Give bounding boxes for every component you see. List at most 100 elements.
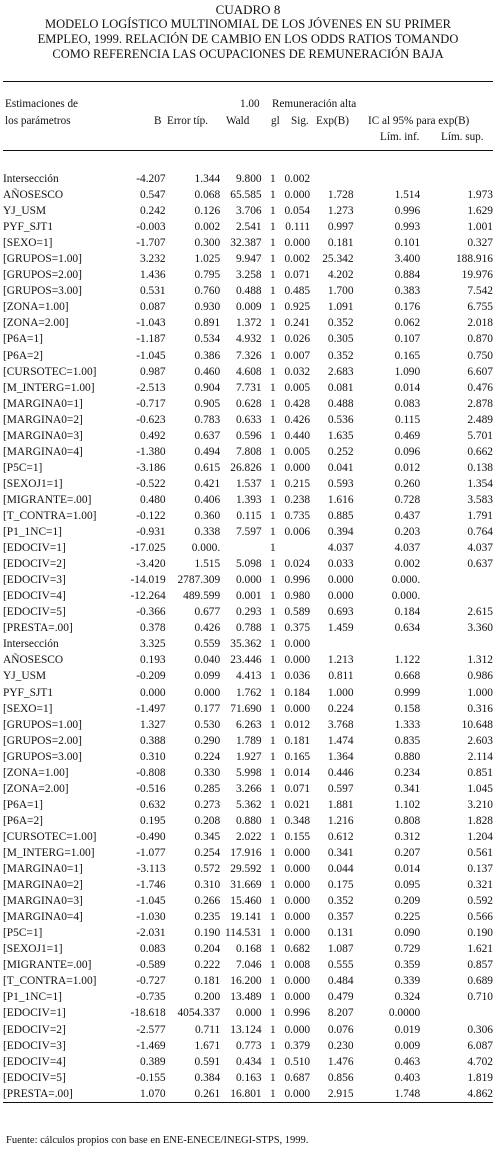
std-error-cell: 0.591 — [194, 1055, 221, 1068]
std-error-cell: 0.126 — [194, 205, 221, 218]
exp-b-cell: 1.635 — [327, 429, 354, 442]
wald-cell: 1.927 — [235, 750, 262, 763]
wald-cell: 2.541 — [235, 221, 262, 234]
param-name-cell: Intersección — [3, 638, 59, 651]
gl-cell: 1 — [270, 943, 276, 956]
gl-cell: 1 — [270, 413, 276, 426]
table-row: [T_CONTRA=1.00] -0.122 0.360 0.115 1 0.735 0.8… — [3, 508, 493, 524]
sig-cell: 0.002 — [284, 173, 311, 186]
wald-cell: 0.788 — [235, 622, 262, 635]
std-error-cell: 0.930 — [194, 301, 221, 314]
wald-cell: 7.326 — [235, 349, 262, 362]
lim-sup-cell: 3.583 — [467, 493, 493, 506]
std-error-cell: 1.025 — [194, 253, 221, 266]
b-value-cell: 1.327 — [140, 718, 166, 731]
header-remuneracion: Remuneración alta — [272, 98, 357, 110]
lim-inf-cell: 1.090 — [394, 365, 421, 378]
gl-cell: 1 — [270, 477, 276, 490]
wald-cell: 0.115 — [236, 510, 262, 522]
lim-sup-cell: 5.701 — [467, 429, 493, 442]
table-row: [P6A=2] 0.195 0.208 0.880 1 0.348 1.216 0.808 1.… — [3, 813, 493, 829]
sig-cell: 0.000 — [284, 638, 311, 651]
b-value-cell: -17.025 — [130, 542, 166, 555]
wald-cell: 1.789 — [235, 734, 262, 747]
lim-inf-cell: 0.101 — [394, 237, 421, 250]
lim-inf-cell: 0.014 — [394, 381, 421, 394]
std-error-cell: 0.300 — [194, 237, 221, 250]
std-error-cell: 0.904 — [194, 381, 221, 394]
exp-b-cell: 0.076 — [327, 1023, 354, 1036]
sig-cell: 0.007 — [284, 349, 311, 362]
sig-cell: 0.000 — [284, 846, 311, 859]
exp-b-cell: 0.593 — [327, 477, 354, 490]
b-value-cell: -0.623 — [136, 413, 166, 426]
wald-cell: 65.585 — [230, 189, 262, 202]
param-name-cell: [GRUPOS=1.00] — [3, 718, 82, 731]
std-error-cell: 0.068 — [194, 189, 221, 202]
lim-sup-cell: 6.755 — [467, 301, 493, 314]
lim-sup-cell: 4.862 — [467, 1087, 493, 1100]
gl-cell: 1 — [270, 1087, 276, 1100]
param-name-cell: [CURSOTEC=1.00] — [3, 830, 97, 843]
sig-cell: 0.000 — [284, 1023, 311, 1036]
b-value-cell: -3.113 — [136, 863, 166, 876]
param-name-cell: YJ_USM — [3, 205, 47, 218]
lim-sup-cell: 0.316 — [467, 702, 493, 715]
exp-b-cell: 0.536 — [327, 413, 354, 426]
table-row: [PRESTA=.00] 0.378 0.426 0.788 1 0.375 1.459 0.… — [3, 620, 493, 636]
lim-sup-cell: 0.561 — [467, 846, 493, 859]
table-row: [GRUPOS=1.00] 1.327 0.530 6.263 1 0.012 3.768 1… — [3, 717, 493, 733]
lim-inf-cell: 0.359 — [394, 959, 421, 972]
exp-b-cell: 1.091 — [327, 301, 354, 314]
table-row: [P1_1NC=1] -0.735 0.200 13.489 1 0.000 0.479 0.… — [3, 989, 493, 1005]
title-line-4: COMO REFERENCIA LAS OCUPACIONES DE REMUN… — [52, 47, 444, 61]
table-row: [MARGINA0=2] -0.623 0.783 0.633 1 0.426 0.536 0… — [3, 412, 493, 428]
table-row: [MARGINA0=1] -3.113 0.572 29.592 1 0.000 0.044… — [3, 861, 493, 877]
std-error-cell: 0.208 — [194, 814, 221, 827]
lim-sup-cell: 0.870 — [467, 333, 493, 346]
lim-inf-cell: 0.469 — [394, 429, 421, 442]
lim-inf-cell: 0.165 — [394, 349, 421, 362]
table-row: Intersección -4.207 1.344 9.800 1 0.002 — [3, 171, 493, 187]
gl-cell: 1 — [270, 670, 276, 683]
b-value-cell: 0.388 — [140, 734, 166, 747]
gl-cell: 1 — [270, 574, 276, 587]
gl-cell: 1 — [270, 750, 276, 763]
std-error-cell: 0.530 — [194, 718, 221, 731]
b-value-cell: -3.420 — [136, 558, 166, 571]
sig-cell: 0.012 — [284, 718, 311, 731]
b-value-cell: -1.030 — [136, 911, 166, 924]
b-value-cell: -0.727 — [136, 975, 166, 988]
exp-b-cell: 0.131 — [327, 927, 354, 940]
b-value-cell: -1.043 — [136, 317, 166, 330]
param-name-cell: [P6A=1] — [3, 333, 43, 346]
std-error-cell: 0.338 — [194, 526, 221, 539]
sig-cell: 0.021 — [284, 798, 311, 811]
sig-cell: 0.165 — [284, 750, 311, 763]
std-error-cell: 1.515 — [194, 558, 221, 571]
param-name-cell: [P1_1NC=1] — [3, 526, 62, 539]
lim-sup-cell: 0.327 — [467, 237, 493, 250]
gl-cell: 1 — [270, 269, 276, 282]
table-row: [EDOCIV=1] -18.618 4054.337 0.000 1 0.996 8.20… — [3, 1005, 493, 1021]
wald-cell: 3.266 — [235, 782, 262, 795]
lim-inf-cell: 0.095 — [394, 879, 421, 892]
param-name-cell: [ZONA=2.00] — [3, 782, 69, 795]
gl-cell: 1 — [270, 189, 276, 202]
wald-cell: 0.293 — [235, 606, 262, 619]
param-name-cell: [PRESTA=.00] — [3, 1087, 73, 1100]
sig-cell: 0.428 — [284, 397, 311, 410]
param-name-cell: [MIGRANTE=.00] — [3, 959, 92, 972]
std-error-cell: 1.344 — [194, 173, 221, 186]
param-name-cell: [EDOCIV=3] — [3, 574, 66, 587]
param-name-cell: [SEXOJ1=1] — [3, 943, 63, 956]
wald-cell: 2.022 — [235, 830, 262, 843]
b-value-cell: -4.207 — [136, 173, 166, 186]
b-value-cell: -0.516 — [136, 782, 166, 795]
lim-sup-cell — [420, 588, 493, 604]
gl-cell: 1 — [270, 558, 276, 571]
param-name-cell: [SEXO=1] — [3, 702, 53, 715]
lim-inf-cell: 0.339 — [394, 975, 421, 988]
exp-b-cell: 1.000 — [327, 686, 354, 699]
gl-cell: 1 — [270, 365, 276, 378]
